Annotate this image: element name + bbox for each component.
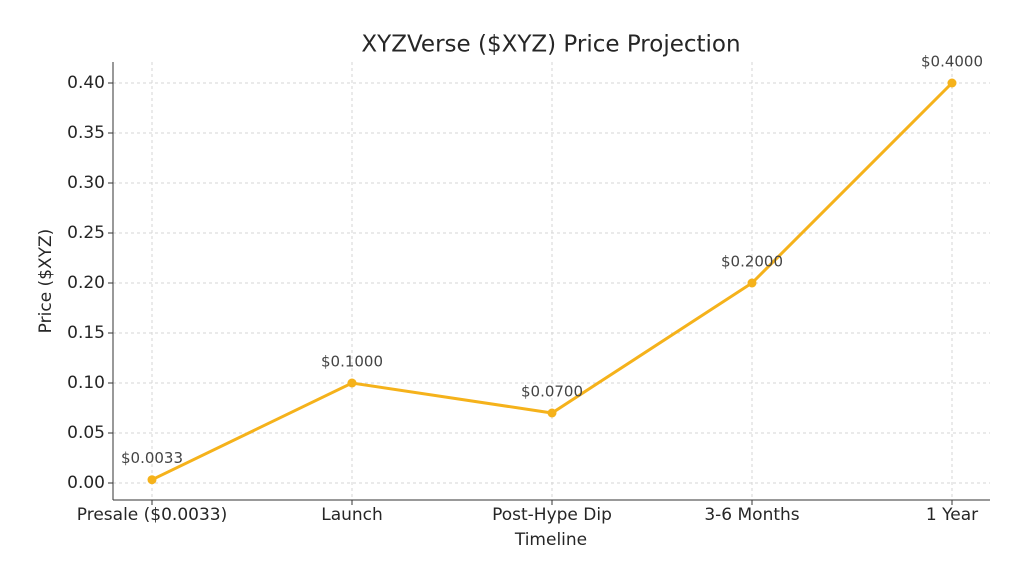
y-axis-label: Price ($XYZ)	[36, 229, 56, 334]
x-tick-label: Post-Hype Dip	[492, 505, 612, 525]
y-tick-label: 0.25	[67, 223, 105, 243]
marker	[547, 408, 557, 418]
marker	[147, 475, 157, 485]
y-tick-label: 0.30	[67, 173, 105, 193]
x-tick-label: 3-6 Months	[704, 505, 799, 525]
marker	[747, 278, 757, 288]
chart-title: XYZVerse ($XYZ) Price Projection	[361, 32, 740, 58]
x-axis-label: Timeline	[514, 530, 587, 550]
y-tick-label: 0.15	[67, 323, 105, 343]
x-tick-label: 1 Year	[926, 505, 978, 525]
x-tick-label: Presale ($0.0033)	[77, 505, 227, 525]
value-label: $0.2000	[721, 253, 783, 271]
value-label: $0.0700	[521, 383, 583, 401]
y-tick-label: 0.05	[67, 423, 105, 443]
value-label: $0.4000	[921, 53, 983, 71]
value-label: $0.0033	[121, 449, 183, 467]
y-tick-label: 0.00	[67, 473, 105, 493]
y-tick-label: 0.40	[67, 73, 105, 93]
x-tick-label: Launch	[321, 505, 383, 525]
y-tick-label: 0.35	[67, 123, 105, 143]
value-label: $0.1000	[321, 353, 383, 371]
y-tick-label: 0.20	[67, 273, 105, 293]
y-tick-label: 0.10	[67, 373, 105, 393]
marker	[347, 378, 357, 388]
marker	[947, 78, 957, 88]
